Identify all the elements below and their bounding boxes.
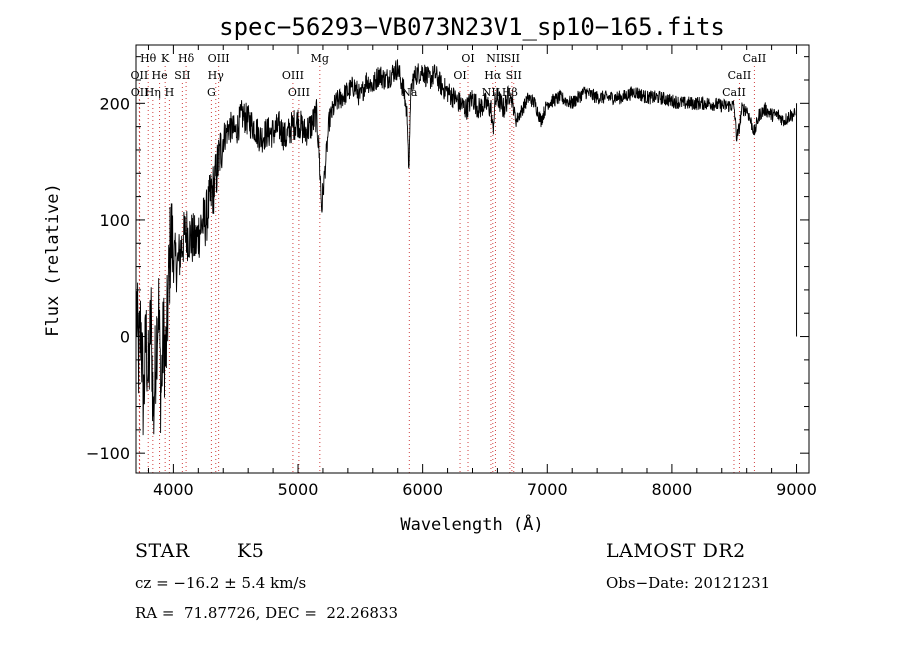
line-label-3: OIII <box>208 52 230 65</box>
x-tick-label-4: 8000 <box>652 480 693 499</box>
line-label-6: NII <box>486 52 504 65</box>
chart-title: spec−56293−VB073N23V1_sp10−165.fits <box>219 13 725 41</box>
x-tick-label-3: 7000 <box>527 480 568 499</box>
survey-name: LAMOST DR2 <box>606 540 746 562</box>
line-label-14: OI <box>453 69 466 82</box>
y-tick-label-3: 200 <box>99 94 130 113</box>
line-label-18: OII <box>131 86 149 99</box>
redshift-value: cz = −16.2 ± 5.4 km/s <box>135 574 307 592</box>
line-label-25: Hβ <box>502 86 518 99</box>
object-subclass: K5 <box>237 540 265 562</box>
x-tick-label-5: 9000 <box>776 480 817 499</box>
line-label-26: CaII <box>722 86 746 99</box>
line-label-8: CaII <box>743 52 767 65</box>
line-label-11: SII <box>174 69 190 82</box>
line-label-10: He <box>152 69 168 82</box>
plot-frame <box>135 44 810 474</box>
line-label-15: Hα <box>484 69 502 82</box>
line-label-9: OII <box>131 69 149 82</box>
line-label-7: SII <box>504 52 520 65</box>
y-tick-label-1: 0 <box>120 328 130 347</box>
y-axis: −100 0 100 200 <box>86 56 809 463</box>
spectrum-line <box>136 59 796 436</box>
observation-date: Obs−Date: 20121231 <box>606 574 771 592</box>
coordinates: RA = 71.87726, DEC = 22.26833 <box>135 604 399 622</box>
line-label-13: OIII <box>282 69 304 82</box>
x-tick-label-2: 6000 <box>402 480 443 499</box>
line-label-2: Hδ <box>178 52 195 65</box>
line-label-22: OIII <box>288 86 310 99</box>
line-label-19: Hη <box>145 86 161 99</box>
line-label-4: Mg <box>311 52 329 65</box>
y-axis-label: Flux (relative) <box>43 183 63 337</box>
line-label-12: Hγ <box>208 69 225 82</box>
line-label-20: H <box>165 86 175 99</box>
x-axis-label: Wavelength (Å) <box>400 513 543 535</box>
line-label-17: CaII <box>728 69 752 82</box>
line-markers-layer <box>138 66 755 473</box>
line-label-0: Hθ <box>140 52 157 65</box>
x-tick-label-0: 4000 <box>153 480 194 499</box>
line-label-16: SII <box>506 69 522 82</box>
y-tick-label-2: 100 <box>99 211 130 230</box>
x-axis: 4000 5000 6000 7000 8000 9000 <box>147 45 817 499</box>
line-label-21: G <box>207 86 216 99</box>
line-label-1: K <box>161 52 170 65</box>
x-tick-label-1: 5000 <box>278 480 319 499</box>
line-label-5: OI <box>461 52 474 65</box>
spectrum-layer <box>136 59 798 436</box>
y-tick-label-0: −100 <box>86 444 130 463</box>
object-class: STAR <box>135 540 190 562</box>
